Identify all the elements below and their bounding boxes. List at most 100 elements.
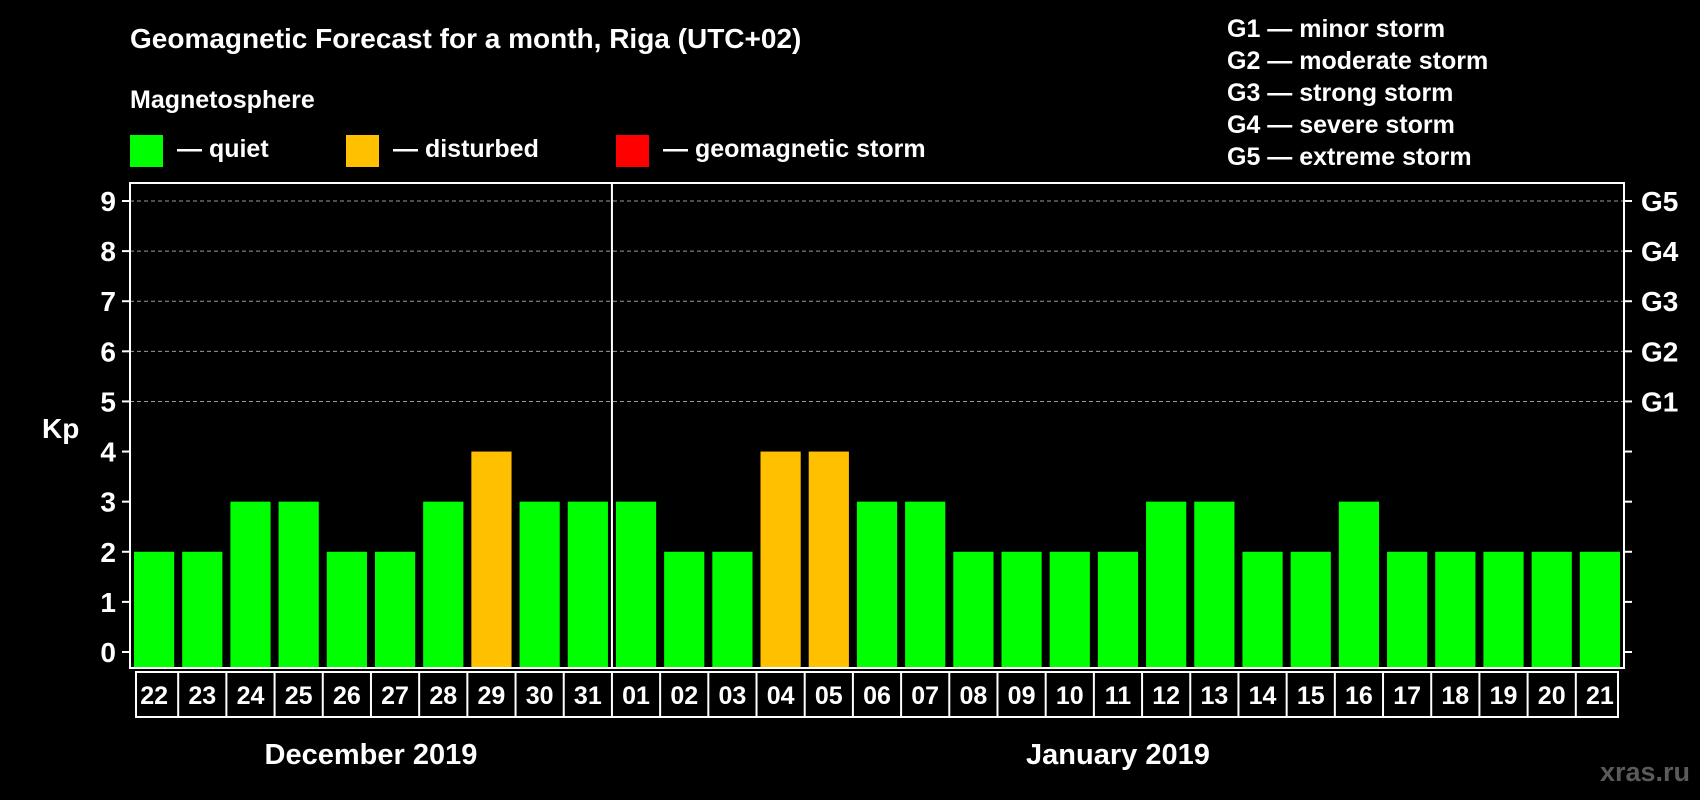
bar-12-21 <box>1146 501 1187 668</box>
date-label-12-21: 12 <box>1152 682 1180 710</box>
bar-14-23 <box>1242 551 1283 668</box>
date-label-14-23: 14 <box>1249 682 1277 710</box>
storm-scale-g3: G3 — strong storm <box>1227 79 1453 107</box>
bar-27-5 <box>374 551 416 668</box>
y-tick-label-7: 7 <box>100 286 116 317</box>
y-axis-label: Kp <box>42 413 79 444</box>
date-label-19-28: 19 <box>1490 682 1518 710</box>
date-label-22-0: 22 <box>140 682 168 710</box>
date-label-17-26: 17 <box>1393 682 1421 710</box>
storm-scale-g2: G2 — moderate storm <box>1227 47 1488 75</box>
bar-29-7 <box>471 451 512 668</box>
bar-11-20 <box>1097 551 1139 668</box>
date-label-07-16: 07 <box>911 682 939 710</box>
legend-swatch-disturbed <box>346 135 379 167</box>
right-tick-label-g1: G1 <box>1641 386 1678 417</box>
y-tick-label-2: 2 <box>100 537 116 568</box>
y-tick-label-9: 9 <box>100 186 116 217</box>
date-row-frame <box>135 671 1619 718</box>
date-label-02-11: 02 <box>670 682 698 710</box>
bar-23-1 <box>182 551 223 668</box>
date-label-11-20: 11 <box>1105 682 1132 710</box>
storm-scale-legend: G1 — minor storm G2 — moderate storm G3 … <box>1227 15 1488 171</box>
gridlines <box>130 200 1624 402</box>
date-label-04-13: 04 <box>767 682 795 710</box>
bar-05-14 <box>808 451 849 668</box>
storm-scale-g1: G1 — minor storm <box>1227 15 1445 43</box>
date-label-05-14: 05 <box>815 682 843 710</box>
legend-label-disturbed: — disturbed <box>393 135 539 163</box>
bar-21-30 <box>1579 551 1620 668</box>
bar-04-13 <box>760 451 801 668</box>
bar-20-29 <box>1531 551 1572 668</box>
bar-31-9 <box>567 501 608 668</box>
month-label-0: December 2019 <box>265 739 478 771</box>
date-label-27-5: 27 <box>381 682 409 710</box>
bar-22-0 <box>134 551 175 668</box>
date-label-13-22: 13 <box>1200 682 1228 710</box>
plot-frame <box>129 182 1625 669</box>
bar-26-4 <box>326 551 367 668</box>
date-label-18-27: 18 <box>1441 682 1469 710</box>
date-label-31-9: 31 <box>574 682 602 710</box>
date-label-16-25: 16 <box>1345 682 1373 710</box>
chart-title: Geomagnetic Forecast for a month, Riga (… <box>130 23 801 54</box>
y-tick-label-0: 0 <box>100 637 116 668</box>
right-tick-label-g5: G5 <box>1641 186 1678 217</box>
date-label-01-10: 01 <box>622 682 650 710</box>
legend-heading: Magnetosphere <box>130 86 315 114</box>
right-tick-label-g2: G2 <box>1641 336 1678 367</box>
y-tick-label-5: 5 <box>100 386 116 417</box>
bar-28-6 <box>423 501 464 668</box>
date-label-20-29: 20 <box>1538 682 1566 710</box>
y-tick-label-8: 8 <box>100 236 116 267</box>
bar-09-18 <box>1001 551 1042 668</box>
bar-01-10 <box>615 501 657 668</box>
bar-25-3 <box>278 501 319 668</box>
right-tick-label-g4: G4 <box>1641 236 1679 267</box>
legend-swatch-quiet <box>130 135 163 167</box>
storm-scale-g5: G5 — extreme storm <box>1227 143 1472 171</box>
bar-06-15 <box>856 501 898 668</box>
bar-10-19 <box>1049 551 1090 668</box>
date-label-03-12: 03 <box>719 682 747 710</box>
bar-13-22 <box>1194 501 1235 668</box>
date-label-29-7: 29 <box>478 682 506 710</box>
date-label-23-1: 23 <box>188 682 216 710</box>
date-label-08-17: 08 <box>959 682 987 710</box>
date-label-09-18: 09 <box>1008 682 1036 710</box>
date-label-15-24: 15 <box>1297 682 1325 710</box>
month-labels: December 2019 January 2019 <box>265 739 1210 771</box>
bar-30-8 <box>519 501 560 668</box>
date-label-10-19: 10 <box>1056 682 1084 710</box>
watermark: xras.ru <box>1600 757 1690 787</box>
month-label-1: January 2019 <box>1026 739 1210 771</box>
bar-19-28 <box>1483 551 1524 668</box>
storm-scale-g4: G4 — severe storm <box>1227 111 1455 139</box>
bar-18-27 <box>1435 551 1476 668</box>
right-tick-label-g3: G3 <box>1641 286 1678 317</box>
bar-02-11 <box>664 551 705 668</box>
bar-15-24 <box>1290 551 1331 668</box>
axes: 0 1 2 3 4 5 6 7 8 9 G1 G2 G3 G4 G5 <box>100 182 1679 669</box>
y-tick-label-3: 3 <box>100 487 116 518</box>
date-row: 22 23 24 25 26 27 28 29 30 31 01 02 03 04 05 06 07 08 09 10… <box>135 671 1619 718</box>
date-label-28-6: 28 <box>429 682 457 710</box>
date-label-24-2: 24 <box>237 682 265 710</box>
bar-03-12 <box>712 551 753 668</box>
bar-17-26 <box>1387 551 1428 668</box>
date-label-06-15: 06 <box>863 682 891 710</box>
y-tick-label-6: 6 <box>100 336 116 367</box>
legend-swatch-storm <box>616 135 649 167</box>
y-tick-label-1: 1 <box>100 587 116 618</box>
date-label-25-3: 25 <box>285 682 313 710</box>
date-label-30-8: 30 <box>526 682 554 710</box>
legend: — quiet — disturbed — geomagnetic storm <box>130 135 926 167</box>
bars <box>134 451 1620 668</box>
y-tick-label-4: 4 <box>100 437 116 468</box>
bar-07-16 <box>905 501 946 668</box>
date-label-26-4: 26 <box>333 682 361 710</box>
date-label-21-30: 21 <box>1586 682 1614 710</box>
legend-label-quiet: — quiet <box>177 135 269 163</box>
